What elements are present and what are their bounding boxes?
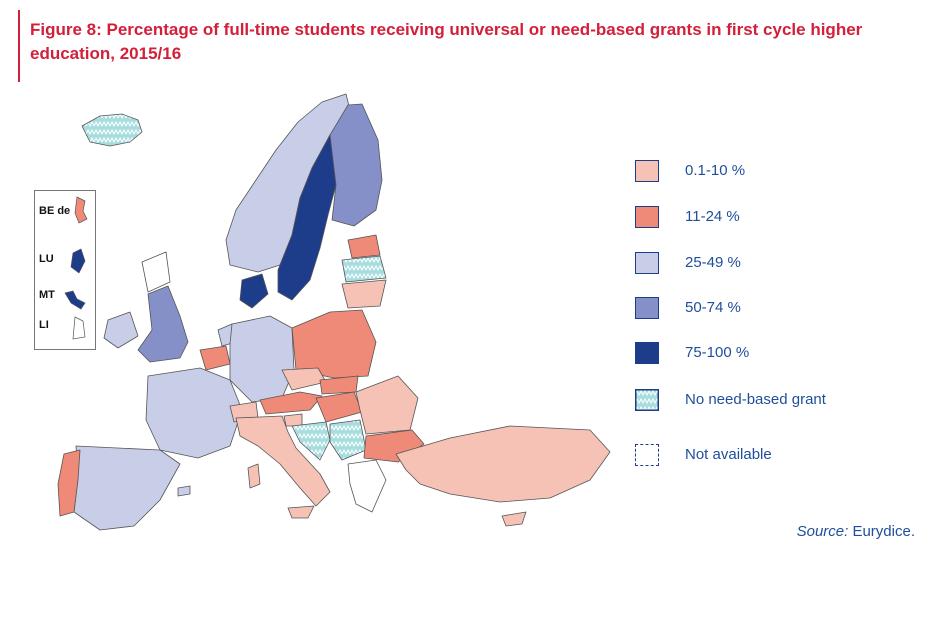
region-sardinia (247, 463, 261, 489)
region-romania (355, 375, 419, 435)
legend-label: Not available (685, 446, 772, 463)
region-serbia (329, 419, 367, 461)
legend-swatch (635, 160, 659, 182)
region-france (145, 367, 243, 459)
legend-item-11-24: 11-24 % (632, 206, 922, 232)
legend-label: No need-based grant (685, 391, 826, 408)
legend-item-not-available: Not available (632, 444, 922, 470)
inset-label-be-de: BE de (39, 205, 71, 217)
legend-label: 11-24 % (685, 208, 740, 225)
region-germany (229, 315, 295, 403)
legend-swatch (635, 342, 659, 364)
region-finland (329, 103, 383, 227)
inset-label-mt: MT (39, 289, 55, 301)
region-estonia (347, 234, 381, 259)
region-sicily (287, 505, 315, 519)
inset-shapes (64, 196, 88, 340)
region-latvia (341, 255, 387, 283)
legend-item-50-74: 50-74 % (632, 297, 922, 323)
region-czechia (281, 367, 327, 391)
legend-label: 0.1-10 % (685, 162, 746, 179)
region-turkey (395, 425, 611, 503)
region-luxembourg (70, 248, 86, 274)
region-spain (73, 445, 181, 531)
legend-item-75-100: 75-100 % (632, 342, 922, 368)
region-malta (64, 290, 86, 310)
region-scotland (141, 251, 171, 293)
region-lithuania (341, 279, 387, 309)
legend-item-no-need-based-grant: No need-based grant (632, 389, 922, 415)
source-prefix: Source: (796, 523, 849, 540)
figure-title: Figure 8: Percentage of full-time studen… (30, 20, 863, 63)
region-ireland (103, 311, 139, 349)
region-portugal (57, 449, 81, 517)
region-denmark (239, 273, 269, 309)
region-iceland (81, 113, 143, 147)
legend-item-25-49: 25-49 % (632, 252, 922, 278)
small-countries-inset: BE de LU MT LI (34, 190, 96, 350)
title-box: Figure 8: Percentage of full-time studen… (18, 10, 925, 82)
legend-swatch (635, 297, 659, 319)
source-note: Source: Eurydice. (797, 523, 915, 540)
region-belgium (199, 345, 231, 371)
legend-swatch (635, 444, 659, 466)
legend-swatch (635, 206, 659, 228)
region-poland (291, 309, 377, 379)
legend-swatch-hatch (635, 389, 659, 411)
region-greece (347, 459, 387, 513)
region-austria (259, 391, 323, 415)
legend-swatch (635, 252, 659, 274)
region-cyprus (501, 511, 527, 527)
source-text: Eurydice. (848, 523, 915, 540)
legend-label: 50-74 % (685, 299, 741, 316)
region-italy (235, 415, 331, 507)
legend-item-0-1-10: 0.1-10 % (632, 160, 922, 186)
region-liechtenstein (72, 316, 86, 340)
legend-label: 25-49 % (685, 254, 741, 271)
inset-label-lu: LU (39, 253, 54, 265)
region-slovakia (319, 375, 359, 395)
inset-label-li: LI (39, 319, 49, 331)
legend-label: 75-100 % (685, 344, 750, 361)
region-be-de (74, 196, 88, 224)
region-uk (137, 285, 189, 363)
region-slovenia (283, 413, 303, 427)
region-croatia (291, 421, 331, 461)
europe-map (57, 93, 611, 531)
region-balearic (177, 485, 191, 497)
region-hungary (315, 391, 363, 423)
